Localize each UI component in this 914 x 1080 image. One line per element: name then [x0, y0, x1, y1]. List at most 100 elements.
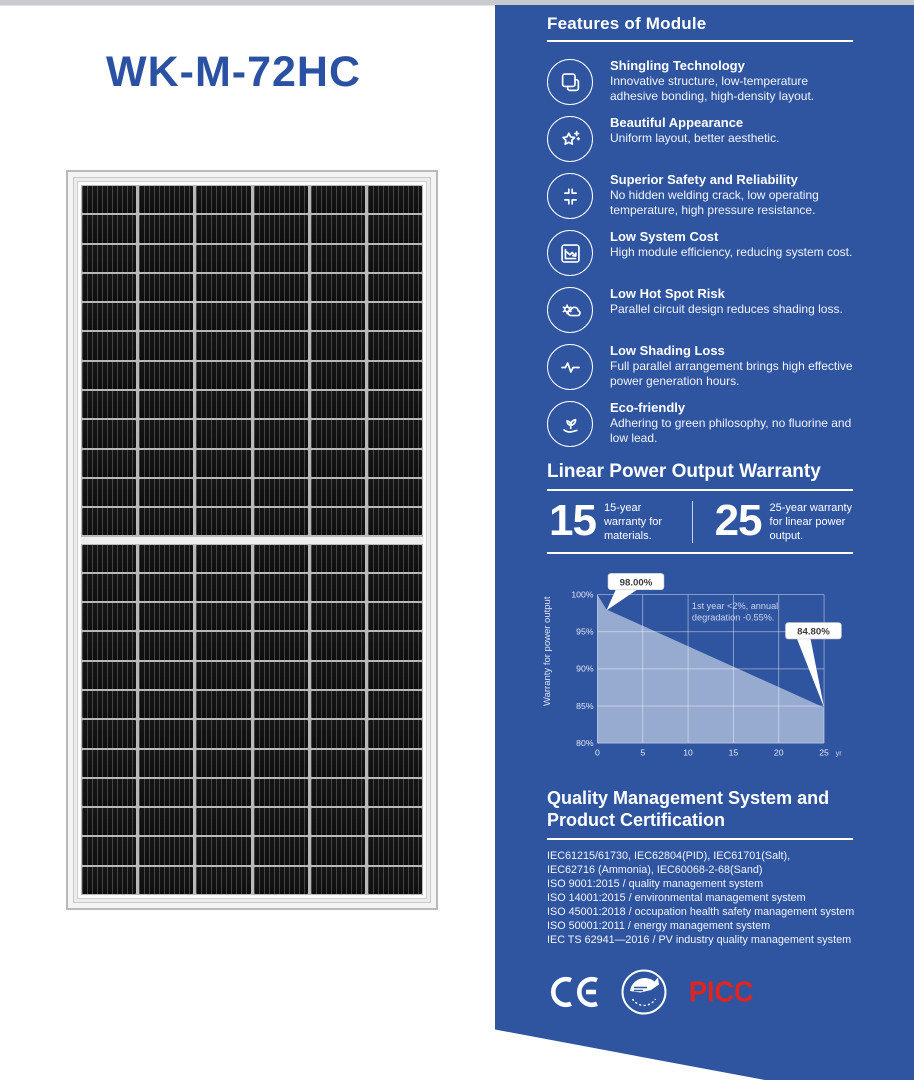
solar-cell [310, 449, 365, 477]
solar-cell [82, 508, 137, 536]
solar-cell [310, 391, 365, 419]
solar-cell [196, 749, 251, 777]
warranty-numbers: 15 15-year warranty for materials. 25 25… [547, 491, 853, 552]
solar-cell [82, 420, 137, 448]
feature-item: Low Hot Spot Risk Parallel circuit desig… [547, 285, 853, 333]
solar-cell [310, 544, 365, 572]
feature-desc: High module efficiency, reducing system … [610, 245, 853, 260]
solar-cell [310, 573, 365, 602]
solar-cell [82, 690, 137, 719]
feature-title: Low Hot Spot Risk [610, 286, 725, 301]
page-top-strip [0, 0, 914, 6]
solar-cell [367, 332, 422, 360]
solar-cell [253, 837, 308, 865]
picc-logo: PICC [689, 975, 754, 1008]
solar-cell [139, 273, 194, 302]
cost-chart-icon [547, 230, 593, 276]
cert-line: IEC TS 62941—2016 / PV industry quality … [547, 934, 852, 947]
cert-line: ISO 45001:2018 / occupation health safet… [547, 906, 855, 919]
solar-cell [253, 478, 308, 507]
product-title: WK-M-72HC [106, 48, 362, 96]
solar-cell [196, 449, 251, 477]
solar-cell [253, 215, 308, 243]
solar-cell [310, 273, 365, 302]
solar-cell [82, 603, 137, 631]
warranty-materials-text: 15-year warranty for materials. [603, 502, 663, 542]
feature-desc: Innovative structure, low-temperature ad… [610, 74, 815, 103]
solar-cell [139, 661, 194, 689]
solar-cell [139, 508, 194, 536]
solar-cell [253, 332, 308, 360]
svg-text:85%: 85% [576, 701, 594, 711]
solar-cell [310, 720, 365, 748]
section-rule [547, 552, 853, 555]
solar-cell [310, 690, 365, 719]
solar-cell [367, 808, 422, 836]
star-icon [547, 116, 593, 162]
solar-cell [139, 632, 194, 660]
solar-cell [82, 478, 137, 507]
certification-list: IEC61215/61730, IEC62804(PID), IEC61701(… [547, 849, 855, 947]
solar-cell [367, 273, 422, 302]
svg-text:100%: 100% [571, 590, 593, 600]
solar-cell [367, 361, 422, 390]
chart-y-axis-label: Warranty for power output [542, 597, 553, 707]
feature-item: Eco-friendly Adhering to green philosoph… [547, 399, 853, 447]
info-side-panel: Features of Module Shingling Technology … [495, 5, 914, 1080]
feature-item: Low System Cost High module efficiency, … [547, 228, 853, 276]
certification-badge-icon [619, 967, 669, 1017]
solar-cell [196, 573, 251, 602]
gear-cloud-icon [547, 287, 593, 333]
solar-cell [310, 303, 365, 331]
solar-cell [310, 661, 365, 689]
solar-cell [196, 508, 251, 536]
section-rule [547, 489, 853, 491]
feature-title: Shingling Technology [610, 58, 745, 73]
chart-annotation: degradation -0.55%. [692, 613, 774, 623]
feature-item: Beautiful Appearance Uniform layout, bet… [547, 114, 853, 162]
solar-cell [196, 661, 251, 689]
feature-desc: Uniform layout, better aesthetic. [610, 131, 780, 146]
solar-cell [253, 866, 308, 894]
solar-cell [367, 749, 422, 777]
solar-cell [253, 808, 308, 836]
solar-cell [139, 808, 194, 836]
feature-title: Eco-friendly [610, 400, 686, 415]
feature-title: Beautiful Appearance [610, 115, 744, 130]
solar-cell [82, 632, 137, 660]
divider [691, 501, 693, 543]
solar-cell [82, 303, 137, 331]
solar-cell [367, 508, 422, 536]
solar-cell [139, 420, 194, 448]
solar-cell [82, 573, 137, 602]
module-frame [77, 181, 427, 899]
solar-cell [253, 186, 308, 214]
cert-line: IEC62716 (Ammonia), IEC60068-2-68(Sand) [547, 864, 763, 877]
feature-desc: Parallel circuit design reduces shading … [610, 302, 843, 317]
cert-line: ISO 9001:2015 / quality management syste… [547, 878, 764, 891]
features-list: Shingling Technology Innovative structur… [547, 57, 853, 447]
section-rule [547, 40, 853, 42]
solar-cell [139, 361, 194, 390]
solar-cell [310, 508, 365, 536]
svg-text:0: 0 [595, 748, 600, 758]
solar-cell [367, 661, 422, 689]
solar-cell [82, 361, 137, 390]
solar-cell [82, 866, 137, 894]
quality-heading-line1: Quality Management System and [547, 788, 830, 809]
solar-cell [196, 778, 251, 807]
solar-cell [196, 186, 251, 214]
solar-cell [196, 808, 251, 836]
solar-cell [367, 449, 422, 477]
solar-cell [310, 808, 365, 836]
solar-cell [139, 720, 194, 748]
chart-annotation: 1st year <2%, annual [692, 601, 778, 611]
solar-cell [139, 690, 194, 719]
solar-cell [139, 244, 194, 272]
solar-cell [310, 778, 365, 807]
solar-cell [310, 749, 365, 777]
solar-cell [139, 391, 194, 419]
solar-cell [196, 866, 251, 894]
solar-cell [367, 391, 422, 419]
solar-cell [82, 332, 137, 360]
